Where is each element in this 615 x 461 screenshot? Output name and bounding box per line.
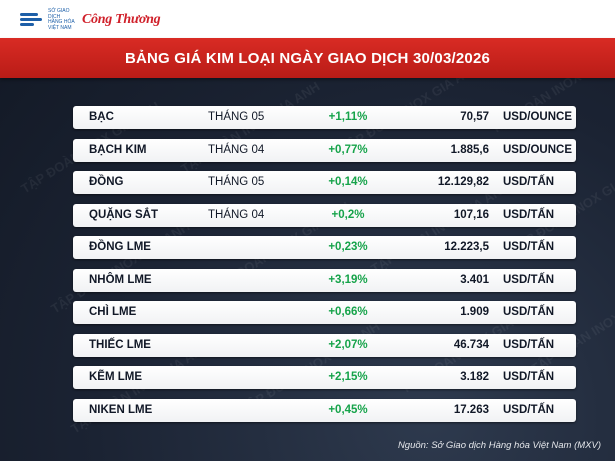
price-value: 107,16 bbox=[453, 208, 489, 221]
price-value: 1.909 bbox=[460, 306, 489, 318]
price-value: 3.401 bbox=[460, 273, 489, 286]
brand-name: Công Thương bbox=[82, 12, 161, 27]
price-change: +1,11% bbox=[328, 111, 368, 123]
price-unit: USD/TẤN bbox=[503, 371, 555, 383]
price-value: 12.129,82 bbox=[437, 176, 489, 188]
price-unit: USD/TẤN bbox=[503, 306, 555, 318]
header-bar: SỞ GIAO DỊCH HÀNG HÓA VIỆT NAM Công Thươ… bbox=[0, 0, 615, 38]
table-row: BẠC THÁNG 05 +1,11% 70,57 USD/OUNCE bbox=[73, 106, 576, 129]
price-unit: USD/TẤN bbox=[503, 338, 555, 351]
metal-name: CHÌ LME bbox=[89, 306, 137, 318]
metal-name: KẼM LME bbox=[89, 371, 143, 383]
table-row: QUẶNG SẮT THÁNG 04 +0,2% 107,16 USD/TẤN bbox=[73, 203, 576, 227]
org-name: SỞ GIAO DỊCH HÀNG HÓA VIỆT NAM bbox=[48, 8, 75, 31]
metal-name: NHÔM LME bbox=[89, 273, 152, 286]
table-row: BẠCH KIM THÁNG 04 +0,77% 1.885,6 USD/OUNCE bbox=[73, 138, 576, 162]
table-row: NHÔM LME +3,19% 3.401 USD/TẤN bbox=[73, 268, 576, 292]
price-change: +2,07% bbox=[328, 338, 368, 351]
price-change: +0,66% bbox=[328, 306, 368, 318]
table-row: THIẾC LME +2,07% 46.734 USD/TẤN bbox=[73, 333, 576, 357]
price-unit: USD/OUNCE bbox=[503, 143, 573, 156]
price-change: +0,2% bbox=[331, 208, 365, 221]
metal-name: BẠCH KIM bbox=[89, 143, 147, 156]
price-unit: USD/TẤN bbox=[503, 403, 555, 416]
table-row: CHÌ LME +0,66% 1.909 USD/TẤN bbox=[73, 301, 576, 324]
metal-name: NIKEN LME bbox=[89, 403, 153, 416]
logo: SỞ GIAO DỊCH HÀNG HÓA VIỆT NAM Công Thươ… bbox=[20, 8, 161, 32]
contract-month: THÁNG 05 bbox=[208, 176, 265, 188]
price-change: +3,19% bbox=[328, 273, 368, 286]
table-row: ĐỒNG LME +0,23% 12.223,5 USD/TẤN bbox=[73, 236, 576, 259]
table-row: KẼM LME +2,15% 3.182 USD/TẤN bbox=[73, 366, 576, 389]
metal-name: ĐỒNG LME bbox=[89, 241, 151, 253]
price-unit: USD/TẤN bbox=[503, 273, 555, 286]
price-value: 17.263 bbox=[453, 403, 489, 416]
price-change: +0,45% bbox=[328, 403, 368, 416]
price-value: 3.182 bbox=[460, 371, 489, 383]
price-unit: USD/OUNCE bbox=[503, 111, 573, 123]
price-table: BẠC THÁNG 05 +1,11% 70,57 USD/OUNCE BẠCH KIM T… bbox=[73, 106, 576, 431]
metal-name: BẠC bbox=[89, 111, 114, 123]
price-value: 70,57 bbox=[460, 111, 489, 123]
page-title: BẢNG GIÁ KIM LOẠI NGÀY GIAO DỊCH 30/03/2… bbox=[124, 49, 491, 67]
contract-month: THÁNG 04 bbox=[208, 208, 265, 221]
price-change: +0,77% bbox=[328, 143, 368, 156]
price-change: +0,14% bbox=[328, 176, 368, 188]
price-value: 1.885,6 bbox=[450, 143, 489, 156]
metal-name: ĐỒNG bbox=[89, 176, 124, 188]
price-unit: USD/TẤN bbox=[503, 176, 555, 188]
contract-month: THÁNG 04 bbox=[208, 143, 265, 156]
contract-month: THÁNG 05 bbox=[208, 111, 265, 123]
price-unit: USD/TẤN bbox=[503, 241, 555, 253]
price-change: +0,23% bbox=[328, 241, 368, 253]
table-row: ĐỒNG THÁNG 05 +0,14% 12.129,82 USD/TẤN bbox=[73, 171, 576, 194]
mxv-logo-icon bbox=[20, 11, 42, 29]
price-value: 46.734 bbox=[453, 338, 489, 351]
price-value: 12.223,5 bbox=[444, 241, 489, 253]
price-unit: USD/TẤN bbox=[503, 208, 555, 221]
title-banner: BẢNG GIÁ KIM LOẠI NGÀY GIAO DỊCH 30/03/2… bbox=[0, 38, 615, 78]
metal-name: THIẾC LME bbox=[89, 338, 151, 351]
price-change: +2,15% bbox=[328, 371, 368, 383]
table-row: NIKEN LME +0,45% 17.263 USD/TẤN bbox=[73, 398, 576, 422]
metal-name: QUẶNG SẮT bbox=[89, 208, 158, 221]
source-note: Nguồn: Sở Giao dịch Hàng hóa Việt Nam (M… bbox=[397, 440, 601, 451]
